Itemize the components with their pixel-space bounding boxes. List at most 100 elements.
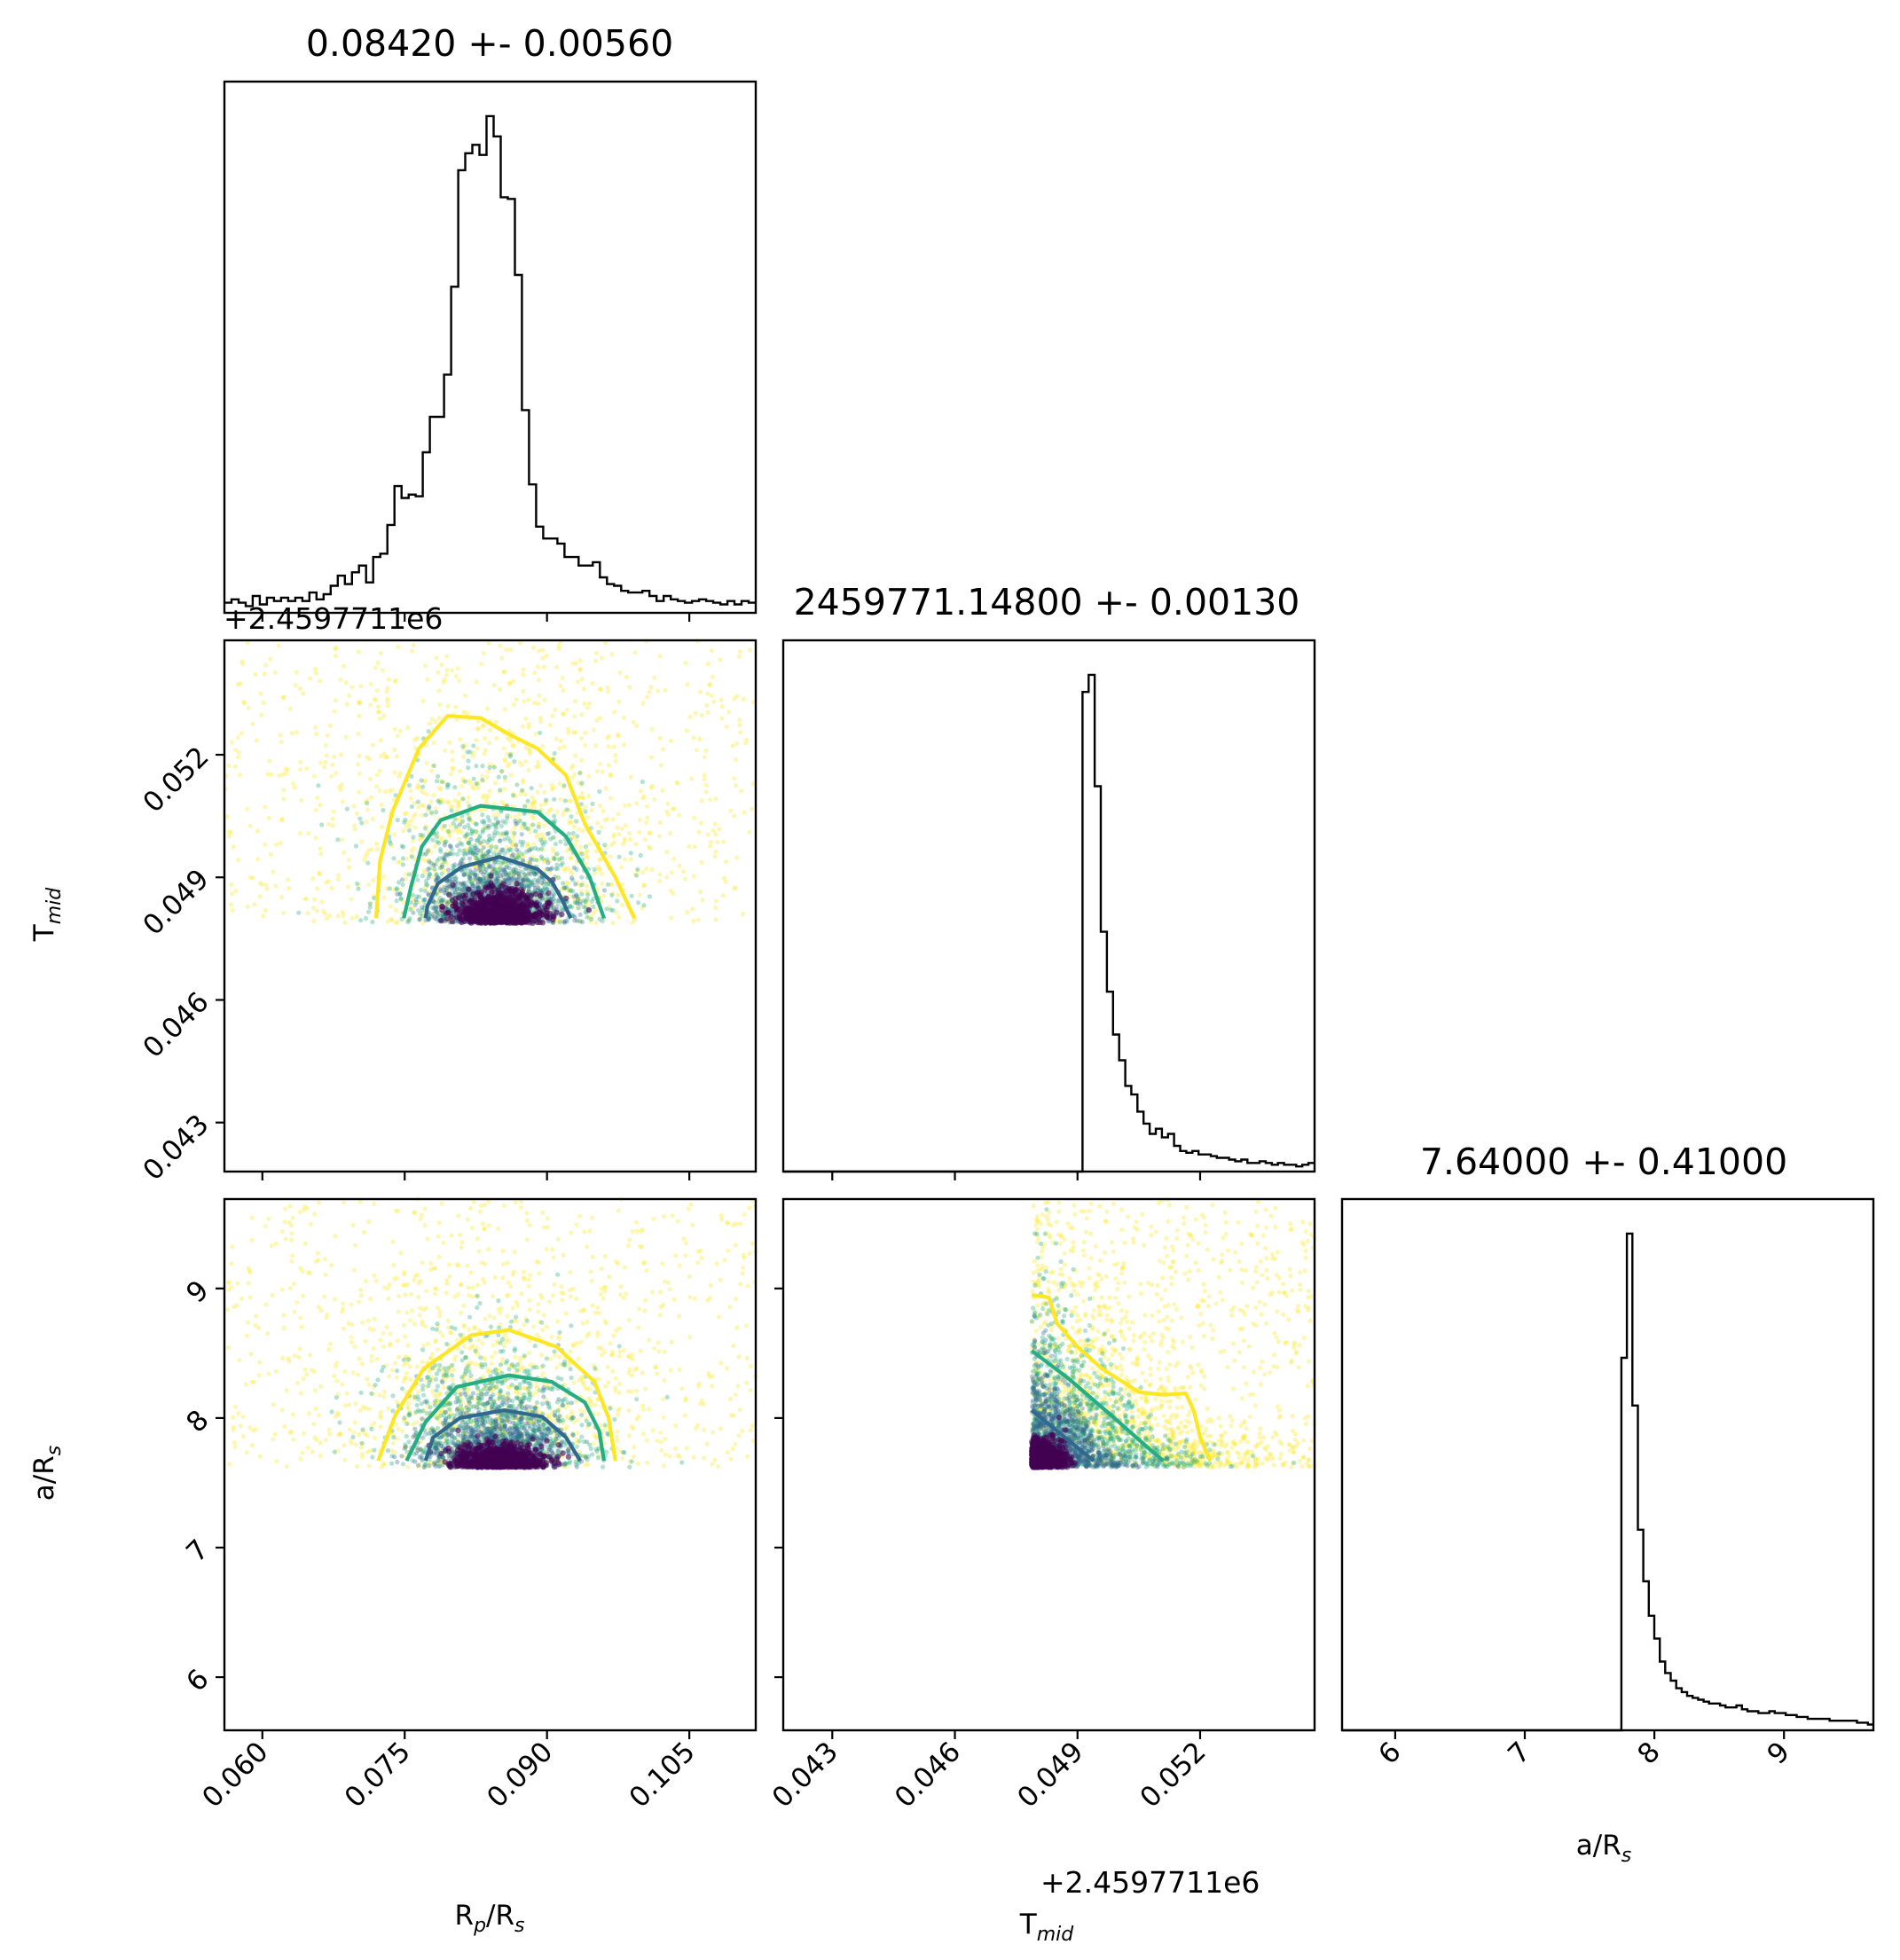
scatter-point xyxy=(496,867,501,873)
scatter-point xyxy=(749,1363,754,1368)
scatter-point xyxy=(470,753,475,758)
scatter-point xyxy=(446,884,451,890)
scatter-point xyxy=(671,856,677,862)
scatter-point xyxy=(430,763,436,768)
scatter-point xyxy=(726,1248,731,1253)
scatter-point xyxy=(330,762,335,768)
scatter-point xyxy=(707,681,712,687)
scatter-point xyxy=(368,901,373,906)
scatter-point xyxy=(561,785,566,790)
scatter-point xyxy=(447,834,452,839)
scatter-point xyxy=(613,1376,618,1381)
scatter-point xyxy=(424,878,429,883)
scatter-point xyxy=(431,740,436,746)
scatter-point xyxy=(342,1368,348,1374)
scatter-point xyxy=(427,859,432,865)
scatter-point xyxy=(475,1236,480,1242)
scatter-point xyxy=(418,832,423,838)
scatter-point xyxy=(316,1305,321,1310)
scatter-point xyxy=(530,854,535,859)
scatter-point xyxy=(455,804,460,809)
scatter-point xyxy=(718,1212,724,1219)
scatter-point xyxy=(713,796,718,802)
scatter-point xyxy=(424,858,429,864)
scatter-point xyxy=(511,851,516,858)
scatter-point xyxy=(329,1263,334,1268)
scatter-point xyxy=(391,856,396,861)
scatter-point xyxy=(569,775,575,780)
scatter-point xyxy=(710,1462,715,1467)
scatter-point xyxy=(687,1295,693,1300)
scatter-point xyxy=(639,1244,645,1250)
scatter-point xyxy=(615,1429,620,1434)
scatter-point xyxy=(579,677,585,682)
scatter-point xyxy=(357,701,363,706)
scatter-point xyxy=(504,832,509,837)
scatter-point xyxy=(557,1354,562,1360)
scatter-point xyxy=(434,909,439,914)
scatter-point xyxy=(585,855,591,860)
scatter-point xyxy=(462,847,467,852)
scatter-point xyxy=(282,1424,287,1430)
scatter-point xyxy=(431,1266,436,1271)
scatter-point xyxy=(536,1302,541,1307)
scatter-point xyxy=(526,920,533,926)
scatter-point xyxy=(491,802,497,807)
scatter-point xyxy=(483,799,489,805)
scatter-point xyxy=(454,808,459,813)
scatter-point xyxy=(230,908,235,913)
scatter-point xyxy=(733,1243,739,1248)
scatter-point xyxy=(477,863,483,869)
scatter-point xyxy=(500,859,506,865)
scatter-point xyxy=(376,709,381,715)
scatter-point xyxy=(551,856,557,862)
scatter-point xyxy=(725,1220,730,1226)
scatter-point xyxy=(566,889,571,894)
scatter-point xyxy=(396,1426,401,1431)
scatter-point xyxy=(276,643,281,648)
scatter-point xyxy=(524,1237,530,1243)
scatter-point xyxy=(711,699,717,704)
scatter-point xyxy=(719,704,725,710)
scatter-point xyxy=(467,868,473,874)
scatter-point xyxy=(388,904,393,909)
scatter-point xyxy=(462,898,469,906)
scatter-point xyxy=(681,1236,687,1242)
scatter-point xyxy=(381,874,387,880)
scatter-point xyxy=(358,1288,364,1293)
scatter-point xyxy=(487,836,492,843)
scatter-point xyxy=(591,904,596,909)
scatter-point xyxy=(587,1228,593,1234)
scatter-point xyxy=(619,865,624,870)
scatter-point xyxy=(552,813,557,819)
scatter-point xyxy=(498,867,503,873)
scatter-point xyxy=(513,867,519,873)
scatter-point xyxy=(487,1313,492,1319)
scatter-point xyxy=(508,852,514,858)
scatter-point xyxy=(644,1268,649,1274)
scatter-point xyxy=(436,1234,441,1239)
scatter-point xyxy=(624,674,630,680)
scatter-point xyxy=(340,909,346,914)
scatter-point xyxy=(497,788,502,795)
scatter-point xyxy=(401,844,406,850)
scatter-point xyxy=(527,749,532,754)
scatter-point xyxy=(365,1318,371,1323)
scatter-point xyxy=(514,852,520,858)
scatter-point xyxy=(422,1222,428,1228)
scatter-point xyxy=(334,771,339,776)
scatter-point xyxy=(569,871,575,876)
scatter-point xyxy=(395,818,400,823)
scatter-point xyxy=(272,1431,278,1437)
scatter-point xyxy=(372,1201,377,1206)
scatter-point xyxy=(474,838,480,843)
scatter-point xyxy=(611,832,616,837)
scatter-point xyxy=(335,913,341,919)
scatter-point xyxy=(511,791,516,796)
scatter-point xyxy=(530,801,536,806)
scatter-point xyxy=(587,701,593,706)
scatter-point xyxy=(436,835,442,840)
scatter-point xyxy=(487,764,492,771)
scatter-point xyxy=(557,916,562,921)
scatter-point xyxy=(231,844,236,850)
